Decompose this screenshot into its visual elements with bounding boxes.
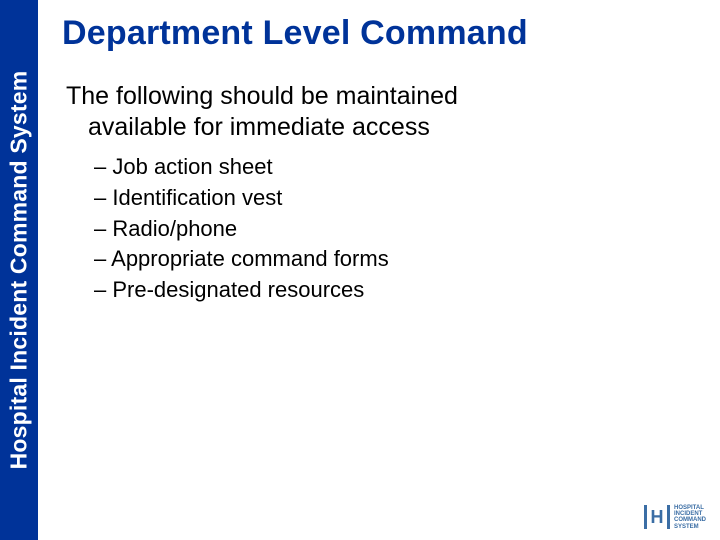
intro-line-1: The following should be maintained [66, 82, 458, 110]
logo-h: H [651, 507, 664, 528]
slide-title: Department Level Command [62, 14, 710, 53]
bullet-list: Job action sheet Identification vest Rad… [94, 152, 710, 306]
logo-text: Hospital Incident Command System [674, 505, 706, 530]
logo-text-line: System [674, 524, 706, 530]
logo-mark-icon: H [644, 505, 670, 529]
slide-content: Department Level Command The following s… [62, 14, 710, 306]
sidebar-label: Hospital Incident Command System [6, 71, 33, 470]
list-item: Appropriate command forms [94, 244, 710, 275]
list-item: Identification vest [94, 183, 710, 214]
intro-line-2: available for immediate access [66, 112, 710, 143]
list-item: Radio/phone [94, 214, 710, 245]
slide-intro: The following should be maintained avail… [66, 81, 710, 142]
hics-logo: H Hospital Incident Command System [644, 505, 706, 530]
sidebar-stripe: Hospital Incident Command System [0, 0, 38, 540]
list-item: Pre-designated resources [94, 275, 710, 306]
logo-text-line: Command [674, 517, 706, 523]
list-item: Job action sheet [94, 152, 710, 183]
